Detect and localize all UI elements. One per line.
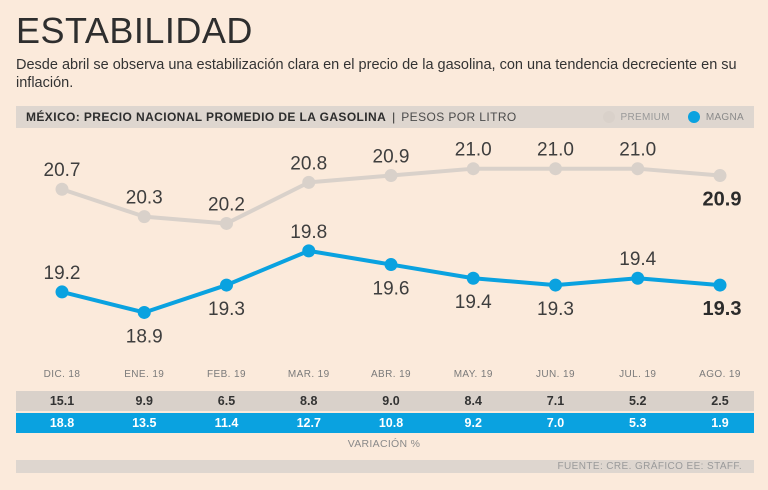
data-point-premium <box>55 182 69 196</box>
legend-premium-label: PREMIUM <box>620 111 670 123</box>
data-point-magna <box>466 271 480 285</box>
premium-variation-value: 8.8 <box>300 394 318 408</box>
data-label-magna: 18.9 <box>126 326 163 347</box>
line-chart: 20.7 20.3 20.2 20.8 20.9 21.0 21.0 21.0 20.9 19.2… <box>44 140 742 348</box>
month-tick-label: MAR. 19 <box>287 369 330 380</box>
magna-variation-value: 7.0 <box>546 416 565 430</box>
subtitle: Desde abril se observa una estabilizació… <box>16 57 737 91</box>
data-label-premium: 20.9 <box>703 189 742 211</box>
data-point-magna <box>220 278 233 292</box>
legend-magna: MAGNA <box>687 111 744 123</box>
premium-variation-value: 9.9 <box>135 394 153 408</box>
magna-variation-value: 13.5 <box>132 416 157 430</box>
month-tick-label: FEB. 19 <box>207 369 246 380</box>
data-point-magna <box>713 278 727 292</box>
month-tick-label: ABR. 19 <box>370 369 412 380</box>
data-point-premium <box>137 210 151 224</box>
data-point-magna <box>549 278 562 292</box>
data-label-premium: 20.7 <box>44 160 81 181</box>
data-point-premium <box>466 162 480 176</box>
data-label-magna: 19.8 <box>290 222 327 243</box>
magna-variation-value: 9.2 <box>464 416 482 430</box>
data-label-premium: 21.0 <box>455 140 492 161</box>
data-label-magna: 19.3 <box>537 299 574 320</box>
chart-header-bar: MÉXICO: PRECIO NACIONAL PROMEDIO DE LA G… <box>16 106 754 128</box>
data-point-premium <box>549 162 562 176</box>
premium-variation-value: 5.2 <box>629 394 647 408</box>
magna-variation-value: 12.7 <box>296 416 321 430</box>
month-axis: DIC. 18 ENE. 19 FEB. 19 MAR. 19 ABR. 19 MAY. … <box>16 369 754 387</box>
data-label-premium: 21.0 <box>619 140 656 161</box>
source-bar: FUENTE: CRE. GRÁFICO EE: STAFF. <box>16 460 754 473</box>
premium-variation-value: 8.4 <box>464 394 482 408</box>
premium-variation-value: 7.1 <box>546 394 565 408</box>
data-label-magna: 19.6 <box>373 279 410 300</box>
premium-variation-row: 15.1 9.9 6.5 8.8 9.0 8.4 7.1 5.2 2.5 <box>16 391 754 411</box>
data-label-magna: 19.4 <box>455 292 492 313</box>
premium-variation-value: 9.0 <box>382 394 400 408</box>
month-tick-label: ENE. 19 <box>124 369 165 380</box>
source-note: FUENTE: CRE. GRÁFICO EE: STAFF. <box>557 461 742 472</box>
data-point-magna <box>631 271 645 285</box>
magna-variation-value: 5.3 <box>629 416 647 430</box>
premium-variation-value: 6.5 <box>217 394 236 408</box>
page-title: ESTABILIDAD <box>16 10 253 51</box>
magna-variation-value: 1.9 <box>711 416 729 430</box>
data-label-magna: 19.2 <box>44 263 81 284</box>
magna-variation-value: 10.8 <box>378 416 404 430</box>
data-label-magna: 19.4 <box>619 249 656 270</box>
magna-variation-value: 18.8 <box>49 416 75 430</box>
chart-unit: PESOS POR LITRO <box>401 110 517 124</box>
data-label-premium: 20.2 <box>208 194 245 215</box>
data-point-premium <box>384 169 398 183</box>
legend-premium: PREMIUM <box>602 111 670 123</box>
premium-variation-value: 2.5 <box>711 394 729 408</box>
month-tick-label: JUN. 19 <box>536 369 575 380</box>
data-point-magna <box>55 285 69 299</box>
data-label-premium: 21.0 <box>537 140 574 161</box>
data-label-magna: 19.3 <box>703 298 742 320</box>
legend-magna-label: MAGNA <box>705 111 744 123</box>
header-separator: | <box>392 110 396 124</box>
data-label-premium: 20.9 <box>373 147 410 168</box>
month-tick-label: DIC. 18 <box>43 369 81 380</box>
data-point-magna <box>302 244 316 258</box>
premium-variation-value: 15.1 <box>49 394 75 408</box>
data-point-premium <box>220 216 233 230</box>
data-point-premium <box>713 169 727 183</box>
legend-dot-premium-icon <box>602 111 615 123</box>
month-tick-label: JUL. 19 <box>619 369 657 380</box>
variation-label: VARIACIÓN % <box>347 438 421 450</box>
data-point-magna <box>384 258 398 272</box>
legend-dot-magna-icon <box>687 111 700 123</box>
magna-variation-value: 11.4 <box>214 416 239 430</box>
data-label-premium: 20.3 <box>126 188 163 209</box>
data-point-premium <box>631 162 645 176</box>
month-tick-label: AGO. 19 <box>699 369 741 380</box>
chart-title: MÉXICO: PRECIO NACIONAL PROMEDIO DE LA G… <box>26 110 387 124</box>
month-tick-label: MAY. 19 <box>453 369 493 380</box>
legend: PREMIUM MAGNA <box>602 111 745 123</box>
data-label-magna: 19.3 <box>208 299 245 320</box>
magna-variation-row: 18.8 13.5 11.4 12.7 10.8 9.2 7.0 5.3 1.9 <box>16 413 754 433</box>
data-point-premium <box>302 175 316 189</box>
data-point-magna <box>137 305 151 319</box>
data-label-premium: 20.8 <box>290 153 327 174</box>
